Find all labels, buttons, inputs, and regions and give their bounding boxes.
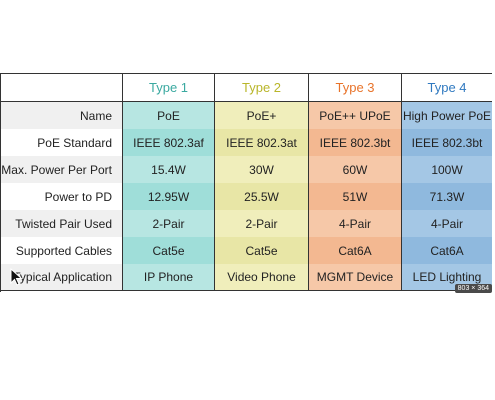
header-corner-cell [1,73,122,102]
column-header-type-1: Type 1 [122,73,214,102]
row-label: Max. Power Per Port [1,156,122,183]
table-cell: 100W [401,156,492,183]
table-cell: 15.4W [122,156,214,183]
table-cell: IEEE 802.3bt [308,129,401,156]
table-cell: 2-Pair [214,210,308,237]
image-dimensions-badge: 803 × 364 [454,284,492,293]
table-cell: Cat6A [401,237,492,264]
table-cell: High Power PoE [401,102,492,129]
table-grid: Type 1 Type 2 Type 3 Type 4 Name PoE PoE+ PoE++… [1,73,492,292]
table-cell: MGMT Device [308,264,401,291]
row-label: Name [1,102,122,129]
table-cell: PoE++ UPoE [308,102,401,129]
table-cell: 4-Pair [308,210,401,237]
table-cell: IEEE 802.3bt [401,129,492,156]
table-cell: 60W [308,156,401,183]
row-label: Typical Application [1,264,122,291]
table-cell: 71.3W [401,183,492,210]
table-cell: IEEE 802.3af [122,129,214,156]
table-cell: IP Phone [122,264,214,291]
row-label: Power to PD [1,183,122,210]
table-cell: PoE+ [214,102,308,129]
row-label: Supported Cables [1,237,122,264]
table-cell: Video Phone [214,264,308,291]
table-cell: 30W [214,156,308,183]
table-cell: Cat5e [214,237,308,264]
column-header-type-3: Type 3 [308,73,401,102]
table-cell: Cat6A [308,237,401,264]
table-cell: Cat5e [122,237,214,264]
table-cell: 2-Pair [122,210,214,237]
table-cell: PoE [122,102,214,129]
mouse-cursor-icon [10,268,23,286]
table-cell: 51W [308,183,401,210]
table-cell: IEEE 802.3at [214,129,308,156]
table-cell: 25.5W [214,183,308,210]
row-label: PoE Standard [1,129,122,156]
column-header-type-4: Type 4 [401,73,492,102]
row-label: Twisted Pair Used [1,210,122,237]
column-header-type-2: Type 2 [214,73,308,102]
table-cell: 12.95W [122,183,214,210]
table-cell: 4-Pair [401,210,492,237]
poe-comparison-table: Type 1 Type 2 Type 3 Type 4 Name PoE PoE+ PoE++… [0,73,492,292]
